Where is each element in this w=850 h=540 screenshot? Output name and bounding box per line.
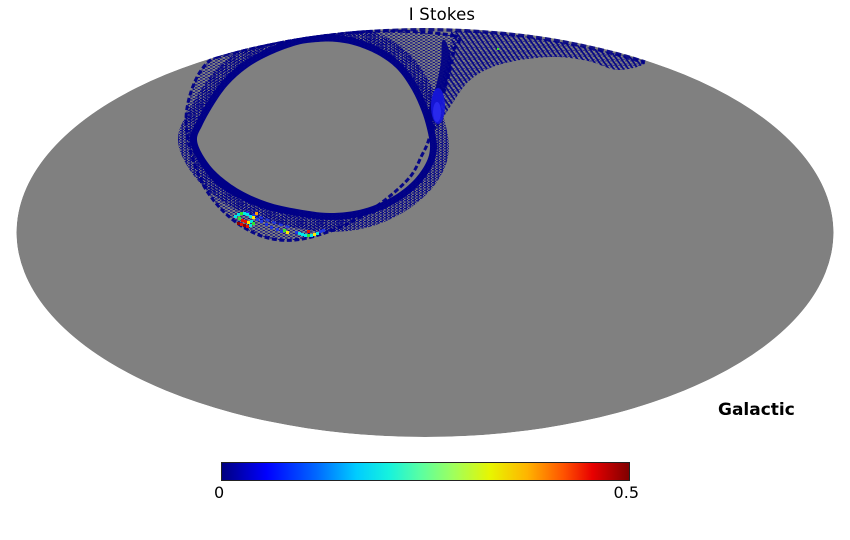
sky-map	[16, 28, 834, 437]
colorbar	[221, 462, 630, 481]
coordinate-system-label: Galactic	[718, 400, 795, 420]
chart-title: I Stokes	[408, 5, 476, 24]
colorbar-max-tick-label: 0.5	[613, 483, 639, 502]
colorbar-min-tick-label: 0	[214, 483, 225, 502]
